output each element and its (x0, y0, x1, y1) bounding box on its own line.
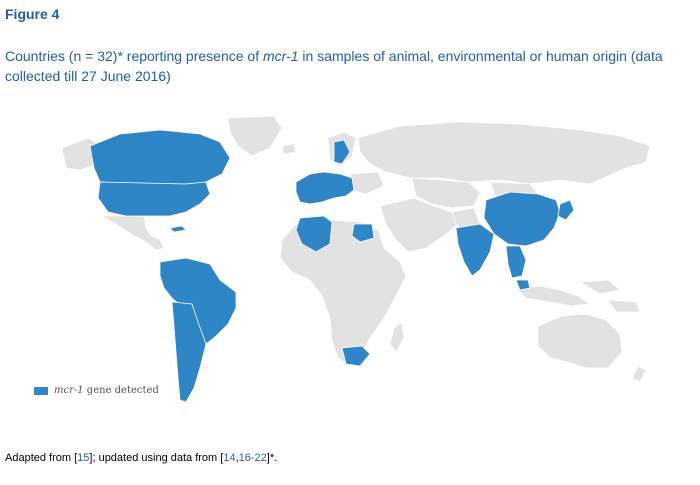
figure-footnote: Adapted from [15]; updated using data fr… (5, 452, 277, 464)
footnote-mid: ]; updated using data from [ (89, 452, 224, 464)
country-canada (89, 129, 231, 185)
caption-gene-name: mcr-1 (262, 48, 299, 64)
reference-link-16-22[interactable]: 16-22 (238, 452, 267, 464)
countries-mcr1-detected (89, 129, 575, 403)
legend-swatch (34, 386, 48, 395)
legend-label: mcr-1 gene detected (54, 385, 159, 396)
figure-caption: Countries (n = 32)* reporting presence o… (5, 46, 695, 86)
reference-link-15[interactable]: 15 (77, 452, 90, 464)
reference-link-14[interactable]: 14 (223, 452, 236, 464)
footnote-pre: Adapted from [ (5, 452, 78, 464)
country-brazil-region (159, 257, 237, 345)
legend-gene-name: mcr-1 (54, 385, 84, 396)
country-india (455, 223, 495, 277)
caption-text-before: Countries (n = 32)* reporting presence o… (5, 48, 263, 64)
country-europe-block (295, 171, 355, 205)
footnote-comma: , (235, 452, 239, 464)
country-japan (557, 199, 575, 221)
country-malaysia (515, 279, 531, 291)
legend-label-text: gene detected (83, 385, 159, 396)
country-usa (97, 181, 211, 217)
country-indochina (505, 245, 527, 279)
country-egypt (351, 223, 375, 243)
figure-label: Figure 4 (5, 6, 60, 22)
world-map-svg (61, 115, 651, 403)
caption-text-after: in samples of animal, environmental or h… (5, 48, 663, 84)
country-algeria-tunisia (295, 215, 333, 253)
country-south-africa (341, 345, 371, 367)
footnote-post: ]*. (266, 452, 278, 464)
country-argentina-region (171, 301, 207, 403)
country-china (483, 191, 561, 247)
country-cuba (169, 225, 187, 233)
world-map (60, 112, 668, 424)
country-sweden (333, 139, 351, 165)
map-legend: mcr-1 gene detected (34, 385, 159, 396)
